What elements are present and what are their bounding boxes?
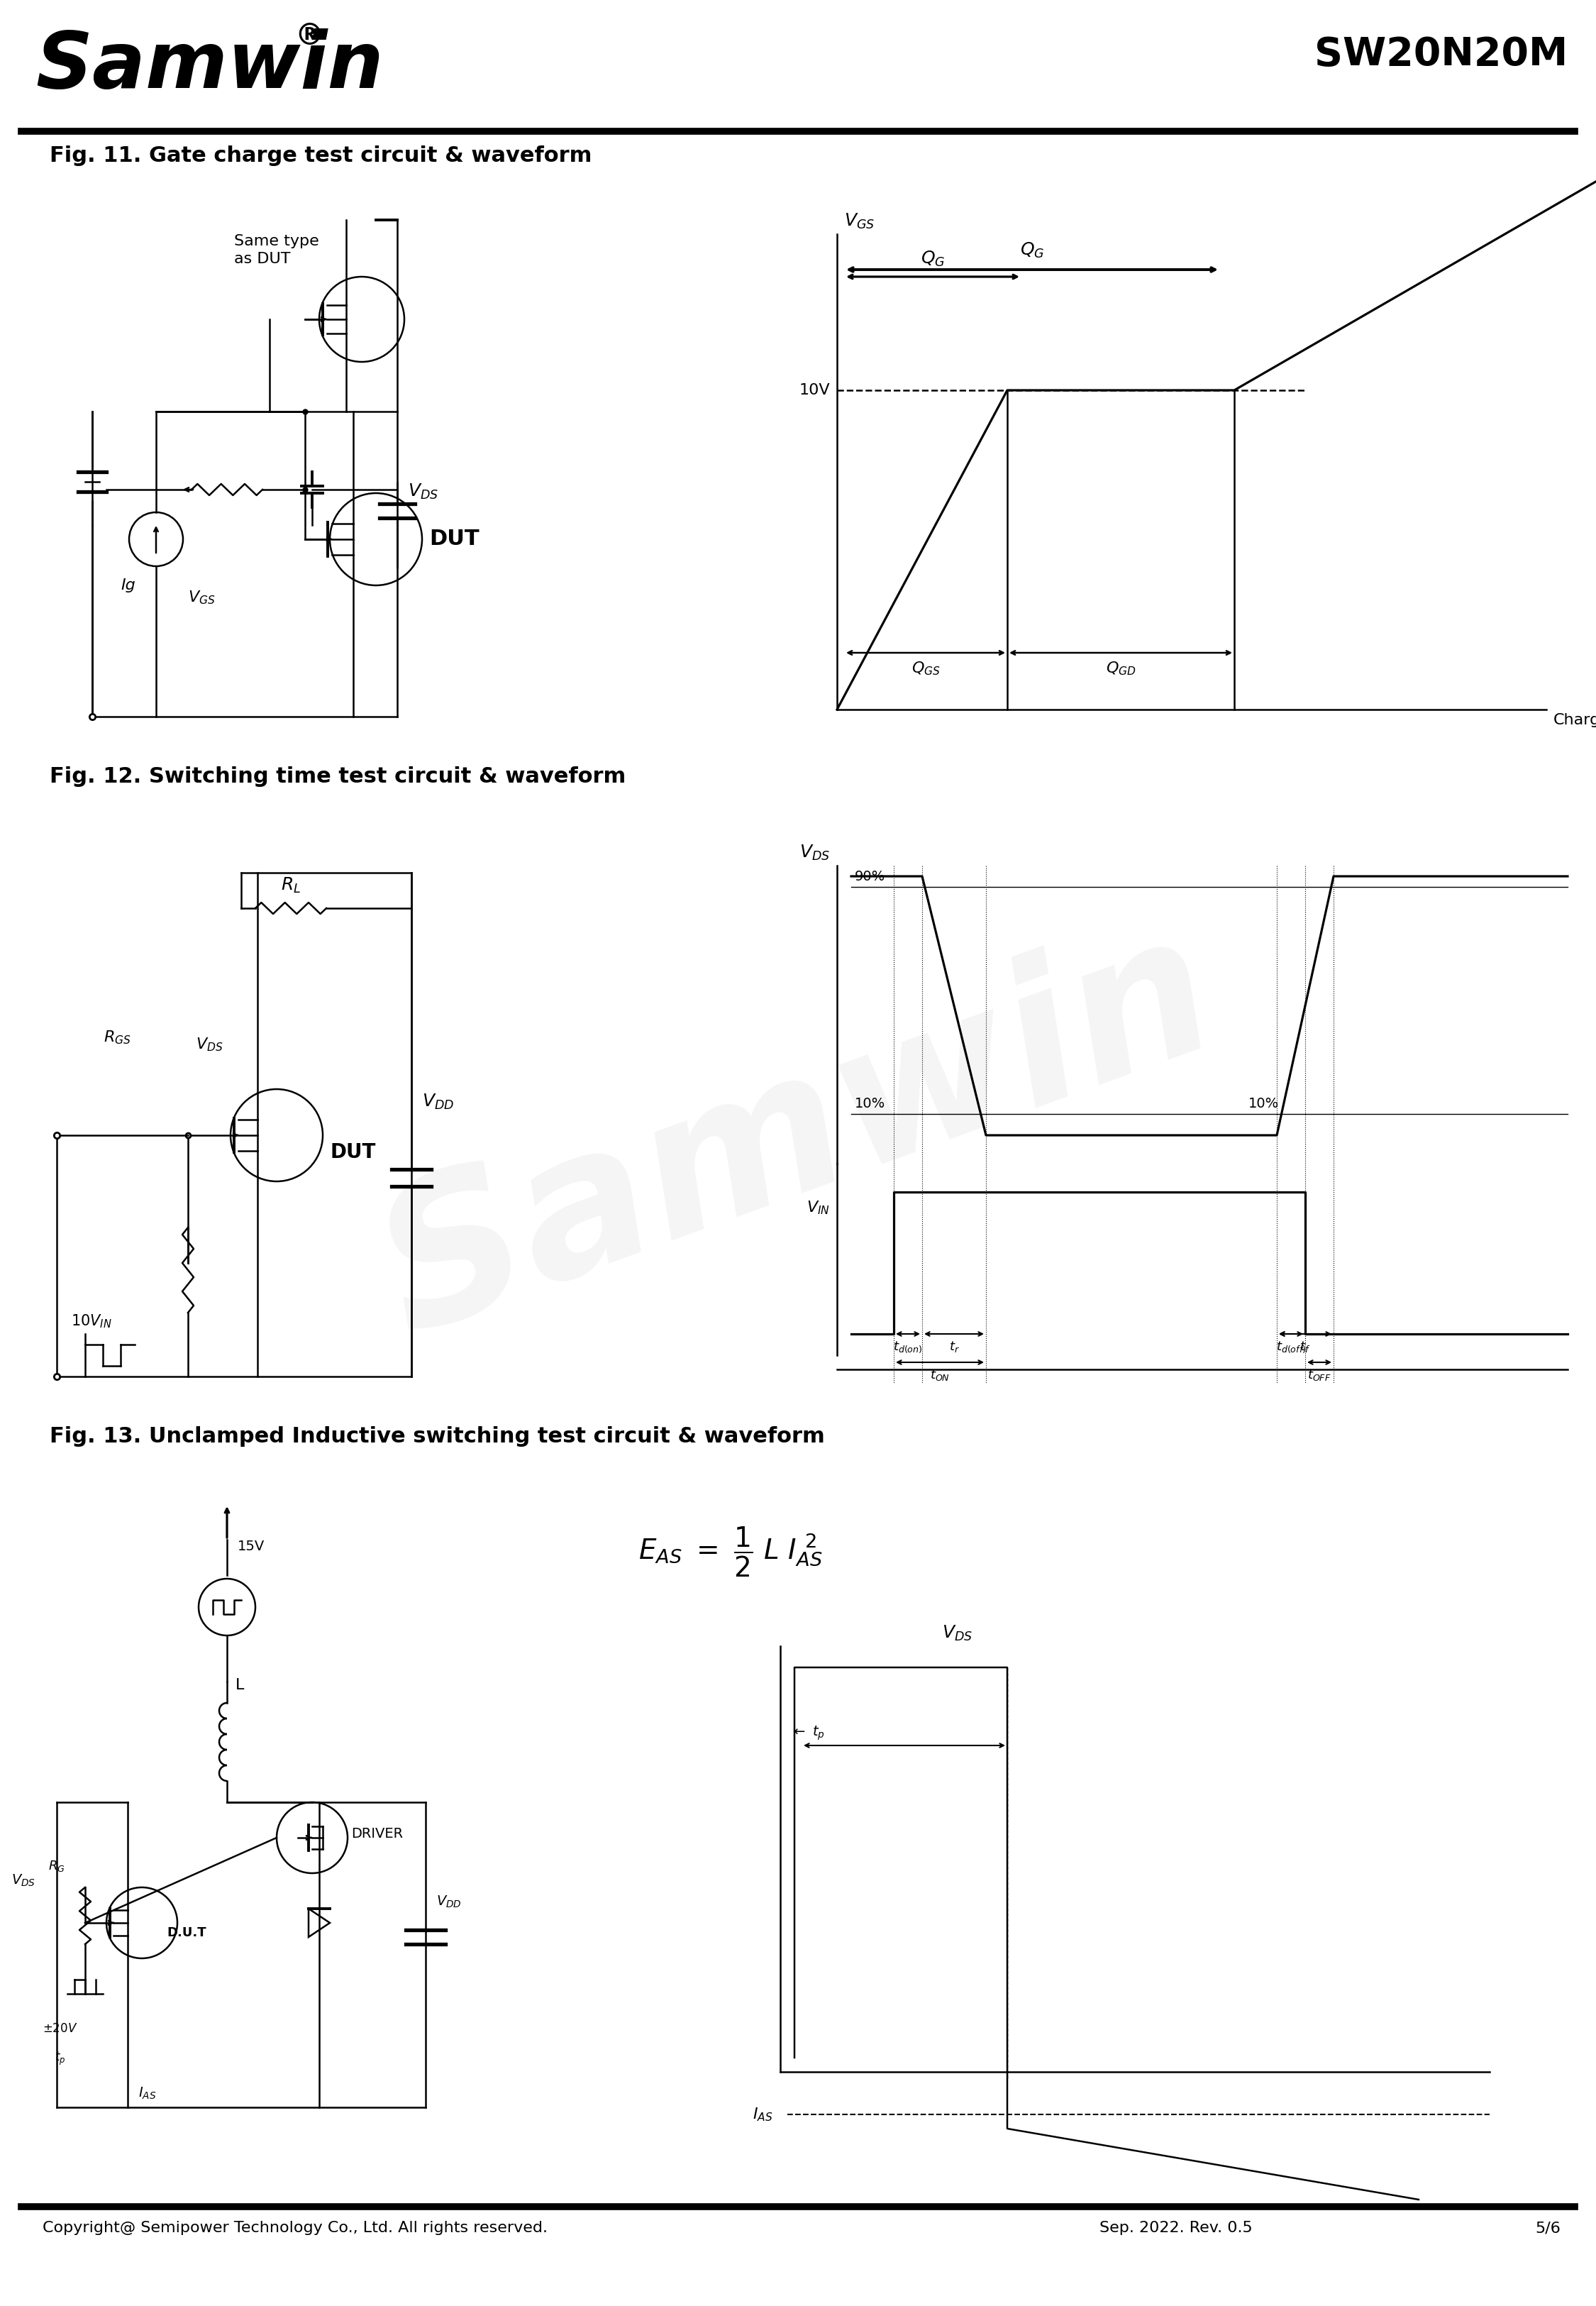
Text: DUT: DUT (429, 528, 479, 549)
Text: $t_{OFF}$: $t_{OFF}$ (1307, 1367, 1331, 1381)
Text: Samwin: Samwin (356, 897, 1240, 1374)
Text: $Q_G$: $Q_G$ (921, 249, 945, 267)
Text: $t_{ON}$: $t_{ON}$ (930, 1367, 950, 1381)
Text: $Q_{GS}$: $Q_{GS}$ (911, 660, 940, 676)
Text: 10%: 10% (855, 1098, 886, 1111)
Text: $V_{DS}$: $V_{DS}$ (11, 1872, 35, 1889)
Text: ®: ® (294, 21, 324, 51)
Text: Fig. 13. Unclamped Inductive switching test circuit & waveform: Fig. 13. Unclamped Inductive switching t… (49, 1425, 825, 1446)
Text: Charge(nC): Charge(nC) (1553, 713, 1596, 726)
Text: $10V_{IN}$: $10V_{IN}$ (70, 1312, 112, 1328)
Text: $V_{DS}$: $V_{DS}$ (409, 482, 439, 500)
Text: Same type: Same type (235, 235, 319, 249)
Text: $R_{GS}$: $R_{GS}$ (104, 1028, 131, 1045)
Text: $\pm 20V$: $\pm 20V$ (43, 2022, 78, 2034)
Text: Sep. 2022. Rev. 0.5: Sep. 2022. Rev. 0.5 (1100, 2221, 1253, 2235)
Text: DUT: DUT (330, 1141, 375, 1162)
Text: $V_{DS}$: $V_{DS}$ (942, 1623, 974, 1642)
Text: $t_{d(on)}$: $t_{d(on)}$ (894, 1340, 922, 1354)
Text: SW20N20M: SW20N20M (1314, 35, 1567, 74)
Text: $V_{DD}$: $V_{DD}$ (421, 1093, 455, 1111)
Text: $\leftarrow\ t_p$: $\leftarrow\ t_p$ (792, 1725, 825, 1741)
Text: $R_L$: $R_L$ (281, 876, 300, 895)
Text: $t_{d(off)}$: $t_{d(off)}$ (1275, 1340, 1306, 1354)
Text: $I_{AS}$: $I_{AS}$ (753, 2105, 772, 2124)
Text: $V_{DS}$: $V_{DS}$ (800, 844, 830, 862)
Text: $Q_{GD}$: $Q_{GD}$ (1106, 660, 1136, 676)
Text: as DUT: as DUT (235, 251, 290, 265)
Text: $Q_G$: $Q_G$ (1020, 242, 1044, 261)
Text: $t_p$: $t_p$ (54, 2050, 65, 2066)
Text: D.U.T: D.U.T (166, 1926, 206, 1939)
Text: Copyright@ Semipower Technology Co., Ltd. All rights reserved.: Copyright@ Semipower Technology Co., Ltd… (43, 2221, 547, 2235)
Text: Fig. 12. Switching time test circuit & waveform: Fig. 12. Switching time test circuit & w… (49, 766, 626, 786)
Text: 5/6: 5/6 (1535, 2221, 1561, 2235)
Text: $R_G$: $R_G$ (48, 1859, 65, 1872)
Text: $E_{AS}\ =\ \dfrac{1}{2}\ L\ I_{AS}^{\ 2}$: $E_{AS}\ =\ \dfrac{1}{2}\ L\ I_{AS}^{\ 2… (638, 1527, 822, 1580)
Text: $t_r$: $t_r$ (948, 1340, 959, 1354)
Text: $V_{IN}$: $V_{IN}$ (806, 1199, 830, 1215)
Text: 10V: 10V (800, 383, 830, 397)
Text: 15V: 15V (238, 1540, 265, 1554)
Text: $V_{DS}$: $V_{DS}$ (196, 1035, 223, 1052)
Text: Ig: Ig (121, 579, 136, 593)
Text: $V_{GS}$: $V_{GS}$ (844, 212, 875, 231)
Text: $V_{GS}$: $V_{GS}$ (188, 588, 215, 606)
Text: L: L (236, 1679, 244, 1693)
Text: Samwin: Samwin (35, 28, 383, 104)
Text: DRIVER: DRIVER (351, 1826, 402, 1840)
Text: 90%: 90% (855, 869, 886, 883)
Text: $I_{AS}$: $I_{AS}$ (139, 2087, 156, 2101)
Text: 10%: 10% (1248, 1098, 1278, 1111)
Text: $V_{DD}$: $V_{DD}$ (436, 1896, 461, 1909)
Text: $t_f$: $t_f$ (1299, 1340, 1310, 1354)
Text: Fig. 11. Gate charge test circuit & waveform: Fig. 11. Gate charge test circuit & wave… (49, 145, 592, 166)
